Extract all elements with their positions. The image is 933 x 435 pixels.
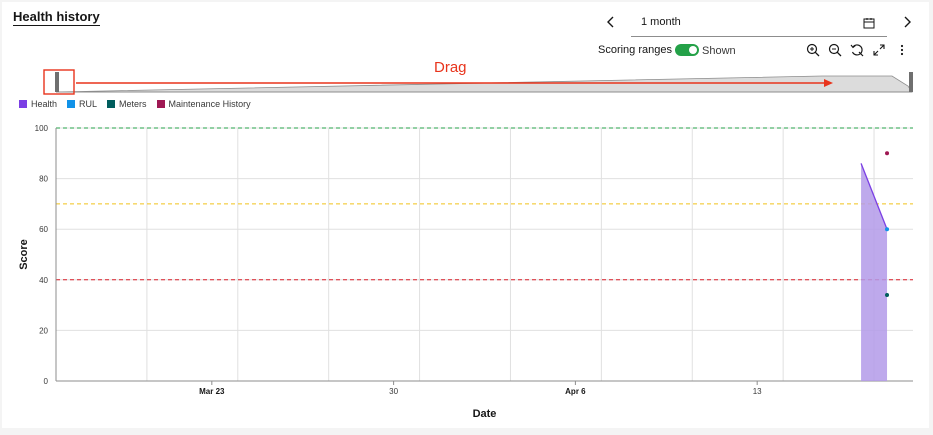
drag-start-highlight (43, 69, 75, 95)
zoom-out-icon[interactable] (827, 42, 843, 58)
data-point-rul (885, 227, 890, 232)
scoring-ranges-label: Scoring ranges (598, 44, 672, 56)
overflow-menu-icon[interactable] (894, 42, 910, 58)
y-tick-label: 20 (39, 326, 48, 335)
y-tick-label: 100 (35, 124, 49, 133)
legend-swatch (67, 100, 76, 108)
legend-swatch (19, 100, 27, 108)
date-range-value: 1 month (641, 16, 681, 28)
toggle-knob (689, 46, 697, 54)
legend-swatch (156, 100, 165, 108)
scoring-ranges-state: Shown (702, 45, 736, 57)
health-history-card: Health history 1 month Scoring ranges Sh… (2, 2, 929, 428)
x-tick-label: 13 (753, 387, 762, 396)
maximize-icon[interactable] (871, 42, 887, 58)
chart-legend: Health RUL Meters Maintenance History (19, 99, 251, 109)
chevron-right-icon (904, 16, 911, 28)
health-area (861, 163, 888, 381)
brush-handle-right[interactable] (909, 72, 913, 92)
legend-label: Maintenance History (168, 99, 251, 109)
y-tick-label: 60 (39, 225, 48, 234)
reset-zoom-icon[interactable] (849, 42, 865, 58)
y-tick-label: 40 (39, 276, 48, 285)
legend-swatch (107, 100, 116, 108)
legend-item[interactable]: RUL (67, 99, 97, 109)
brush-handle-left[interactable] (55, 72, 59, 92)
health-line (860, 163, 888, 230)
y-axis-title: Score (18, 239, 30, 270)
y-tick-label: 80 (39, 175, 48, 184)
legend-label: Health (31, 99, 58, 109)
page-title: Health history (13, 9, 100, 26)
x-tick-label: Mar 23 (199, 387, 225, 396)
previous-period-button[interactable] (602, 12, 620, 32)
y-tick-label: 0 (44, 377, 49, 386)
drag-annotation: Drag (434, 59, 467, 76)
health-chart: 0 20 40 60 80 100 Mar 23 30 Apr 6 13 Date Score (2, 117, 929, 432)
brush-area (55, 75, 913, 93)
next-period-button[interactable] (898, 12, 916, 32)
legend-item[interactable]: Maintenance History (156, 99, 251, 109)
x-axis-title: Date (473, 408, 497, 420)
calendar-icon[interactable] (861, 15, 877, 31)
overview-brush[interactable] (2, 62, 929, 107)
zoom-in-icon[interactable] (805, 42, 821, 58)
legend-item[interactable]: Meters (107, 99, 147, 109)
data-point-meters (885, 292, 890, 297)
legend-item[interactable]: Health (19, 99, 57, 109)
scoring-ranges-toggle[interactable] (675, 44, 699, 56)
x-tick-label: Apr 6 (565, 387, 586, 396)
chevron-left-icon (607, 16, 614, 28)
date-range-dropdown[interactable]: 1 month (631, 10, 887, 37)
legend-label: Meters (119, 99, 147, 109)
data-point-maintenance-history (885, 151, 890, 156)
legend-label: RUL (79, 99, 98, 109)
drag-arrow-head (824, 79, 833, 87)
x-tick-label: 30 (389, 387, 398, 396)
